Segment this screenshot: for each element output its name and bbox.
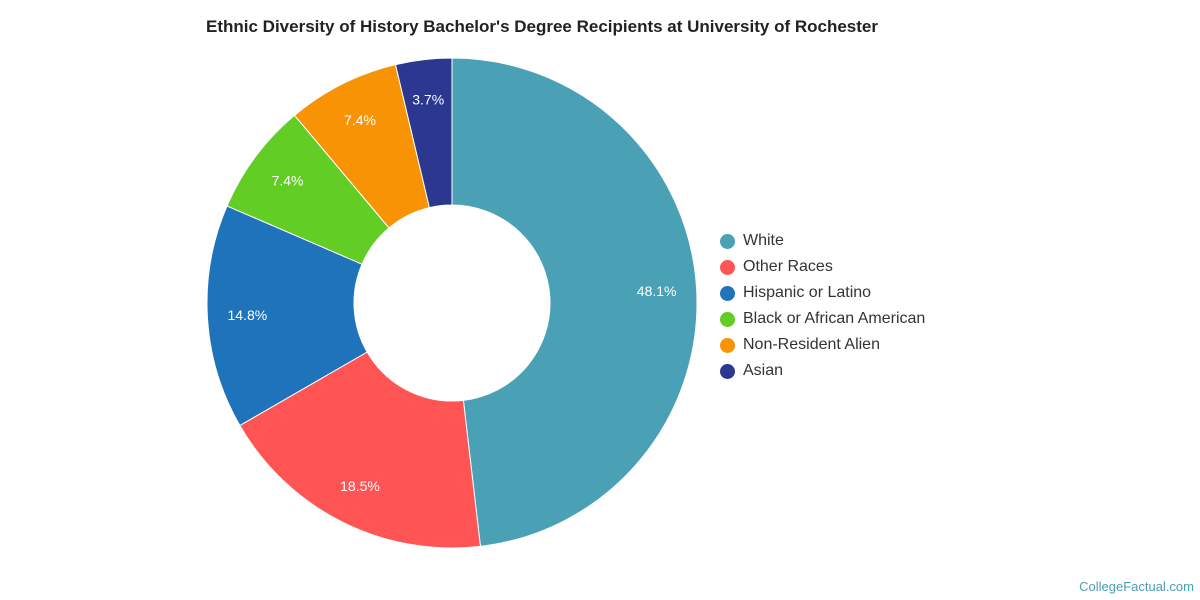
data-label-black-or-african-american: 7.4% (272, 173, 304, 189)
legend-item-white[interactable]: White (720, 228, 925, 254)
legend-label: Hispanic or Latino (743, 284, 872, 301)
slice-group (206, 57, 698, 549)
slice-other-races[interactable] (239, 351, 481, 549)
legend-swatch-icon (720, 337, 735, 353)
legend-item-hispanic-or-latino[interactable]: Hispanic or Latino (720, 280, 925, 306)
legend-swatch-icon (720, 259, 735, 275)
legend-label: Other Races (743, 258, 833, 275)
legend-label: White (743, 232, 784, 249)
source-credit-link[interactable]: CollegeFactual.com (1079, 579, 1194, 594)
slice-hispanic-or-latino[interactable] (206, 205, 368, 427)
legend: White Other Races Hispanic or Latino Black … (720, 228, 925, 384)
data-label-other-races: 18.5% (340, 478, 380, 494)
legend-item-black-or-african-american[interactable]: Black or African American (720, 306, 925, 332)
legend-swatch-icon (720, 311, 735, 327)
data-label-asian: 3.7% (412, 91, 444, 107)
legend-item-other-races[interactable]: Other Races (720, 254, 925, 280)
legend-item-non-resident-alien[interactable]: Non-Resident Alien (720, 332, 925, 358)
slice-white[interactable] (451, 57, 698, 547)
legend-swatch-icon (720, 233, 735, 249)
slice-label-group: 48.1% 18.5% 14.8% 7.4% 7.4% 3.7% (227, 91, 676, 494)
legend-item-asian[interactable]: Asian (720, 358, 925, 384)
data-label-hispanic-or-latino: 14.8% (227, 307, 267, 323)
legend-swatch-icon (720, 285, 735, 301)
legend-label: Asian (743, 362, 784, 379)
data-label-non-resident-alien: 7.4% (344, 112, 376, 128)
legend-swatch-icon (720, 363, 735, 379)
chart-title: Ethnic Diversity of History Bachelor's D… (206, 17, 878, 36)
legend-label: Black or African American (743, 310, 926, 327)
slice-asian[interactable] (394, 57, 453, 209)
data-label-white: 48.1% (637, 283, 677, 299)
legend-label: Non-Resident Alien (743, 336, 880, 353)
